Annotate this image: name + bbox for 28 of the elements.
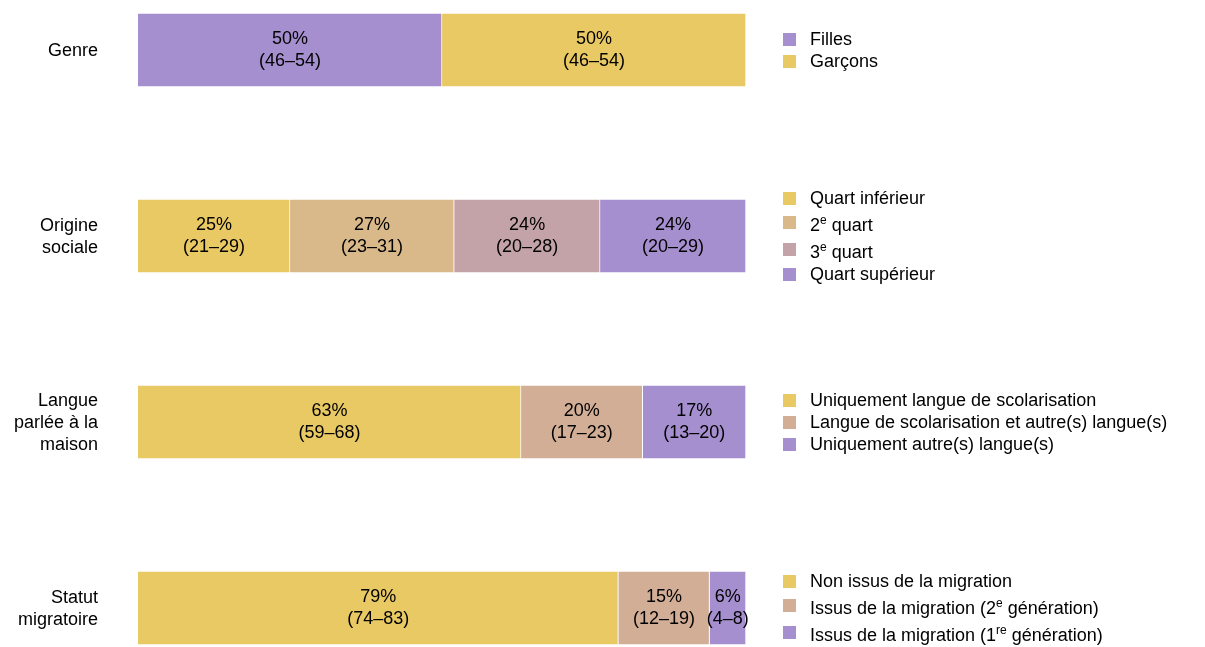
- legend-label: Garçons: [810, 50, 879, 72]
- legend-label: Uniquement langue de scolarisation: [810, 389, 1097, 411]
- legend-label: Quart inférieur: [810, 187, 926, 209]
- data-label: 17% (13–20): [663, 399, 726, 442]
- legend-label: Quart supérieur: [810, 263, 936, 285]
- data-label: 15% (12–19): [632, 585, 695, 628]
- legend-label: Non issus de la migration: [810, 570, 1013, 592]
- y-tick-label: Langue parlée à la maison: [12, 389, 98, 456]
- data-label: 6% (4–8): [706, 585, 749, 628]
- data-label: 79% (74–83): [347, 585, 410, 628]
- data-label: 20% (17–23): [550, 399, 613, 442]
- legend-label: Uniquement autre(s) langue(s): [810, 433, 1055, 455]
- legend-label: Issus de la migration (2$^{e}$ génération): [810, 595, 1099, 619]
- data-label: 27% (23–31): [341, 213, 404, 256]
- data-label: 50% (46–54): [562, 27, 626, 70]
- legend-label: Langue de scolarisation et autre(s) langue(s): [810, 411, 1168, 433]
- data-label: 24% (20–29): [642, 213, 705, 256]
- legend-label: 2$^{e}$ quart: [810, 212, 873, 236]
- legend-label: Issus de la migration (1$^{re}$ génération): [810, 622, 1103, 646]
- y-tick-label: Origine sociale: [38, 214, 98, 259]
- legend-label: 3$^{e}$ quart: [810, 239, 873, 263]
- legend-label: Filles: [810, 28, 853, 50]
- data-label: 63% (59–68): [298, 399, 361, 442]
- data-label: 24% (20–28): [496, 213, 559, 256]
- data-label: 50% (46–54): [258, 27, 322, 70]
- y-tick-label: Genre: [46, 39, 98, 62]
- y-tick-label: Statut migratoire: [16, 586, 98, 631]
- data-label: 25% (21–29): [182, 213, 246, 256]
